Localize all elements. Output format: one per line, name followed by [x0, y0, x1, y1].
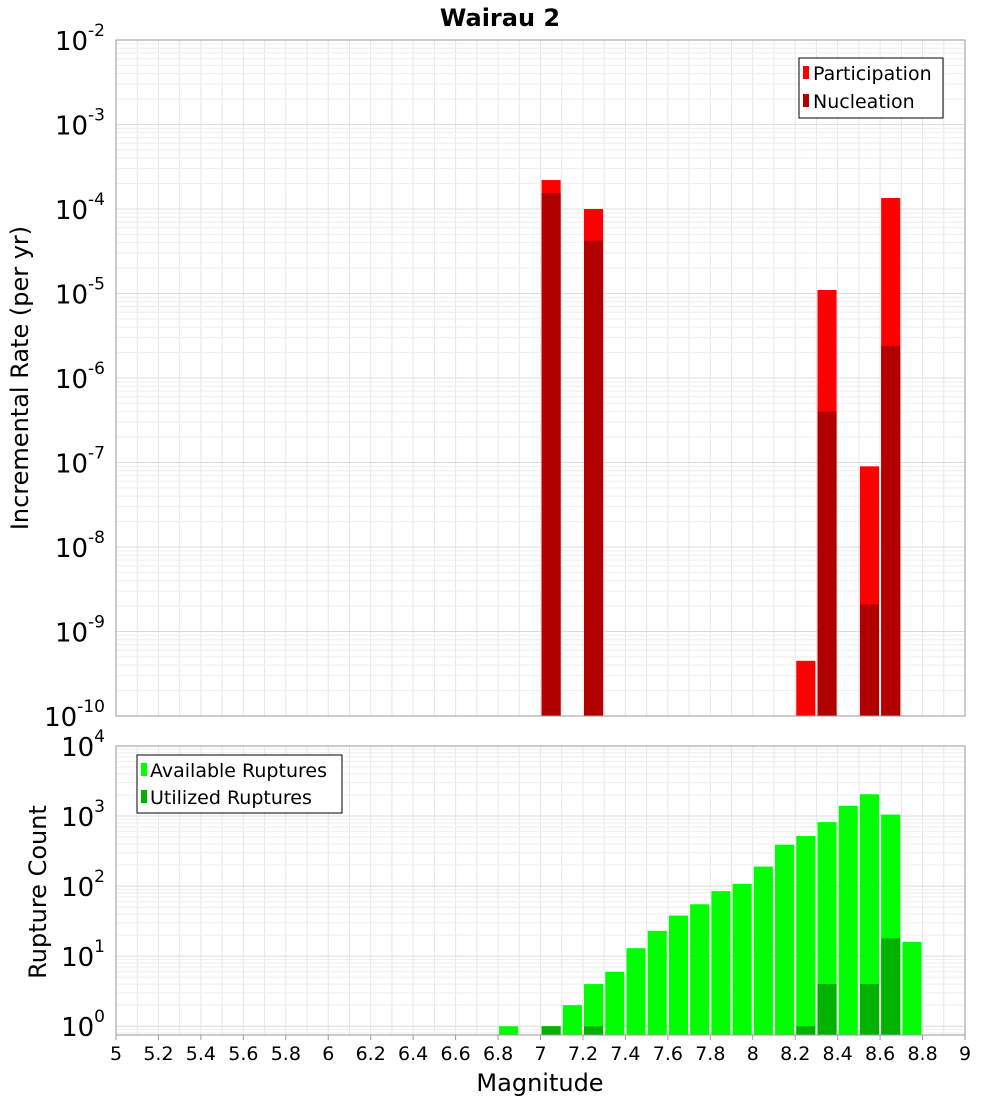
utilized-ruptures-bar [584, 1026, 604, 1035]
available-ruptures-bar [499, 1026, 519, 1035]
rate-legend: Participation Nucleation [798, 57, 944, 119]
x-tick-label: 7.6 [653, 1043, 683, 1065]
utilized-ruptures-legend-label: Utilized Ruptures [150, 787, 312, 809]
utilized-ruptures-legend-swatch [141, 790, 147, 803]
rate-y-tick-label: 10-6 [55, 359, 105, 395]
x-tick-label: 6 [322, 1043, 334, 1065]
utilized-ruptures-bar [541, 1026, 561, 1035]
available-ruptures-legend-label: Available Ruptures [150, 760, 327, 782]
rupture-count-legend: Available Ruptures Utilized Ruptures [136, 754, 343, 814]
rate-y-ticks: 10-10 10-9 10-8 10-7 10-6 10-5 10-4 10-3 10-2 [44, 21, 105, 733]
utilized-ruptures-bar [881, 938, 901, 1035]
x-tick-label: 5.2 [143, 1043, 173, 1065]
available-ruptures-bar [753, 866, 773, 1035]
available-ruptures-bar [584, 984, 604, 1035]
rate-plot-frame [115, 39, 966, 717]
participation-legend-label: Participation [813, 63, 932, 85]
nucleation-bar [881, 345, 901, 716]
x-tick-label: 6.6 [440, 1043, 470, 1065]
rate-grid [115, 39, 966, 717]
available-ruptures-bar [626, 948, 646, 1035]
available-ruptures-bar [838, 805, 858, 1035]
x-tick-label: 6.4 [398, 1043, 428, 1065]
x-tick-label: 7.8 [695, 1043, 725, 1065]
available-ruptures-bar [668, 915, 689, 1035]
available-ruptures-bar [690, 904, 710, 1035]
available-ruptures-bar [711, 891, 731, 1035]
rupture-count-legend-box [136, 754, 343, 814]
rupture-count-y-tick-label: 103 [61, 797, 105, 833]
x-tick-label: 8 [747, 1043, 759, 1065]
rate-bars [541, 180, 901, 716]
participation-legend-swatch [803, 66, 809, 79]
rate-y-tick-label: 10-2 [55, 21, 105, 57]
magnitude-x-ticks: 5 5.2 5.4 5.6 5.8 6 6.2 6.4 6.6 6.8 7 7.2 7.4 7.6 7.8 8… [110, 1035, 971, 1065]
x-tick-label: 8.2 [780, 1043, 810, 1065]
utilized-ruptures-bar [859, 984, 880, 1035]
x-tick-label: 5.4 [186, 1043, 216, 1065]
rupture-count-y-tick-label: 102 [61, 867, 105, 903]
x-tick-label: 8.4 [823, 1043, 853, 1065]
utilized-ruptures-bar [817, 984, 837, 1035]
rupture-count-y-ticks: 100 101 102 103 104 [61, 727, 105, 1043]
available-ruptures-bar [902, 941, 922, 1035]
available-ruptures-bar [605, 971, 625, 1035]
chart-title: Wairau 2 [440, 4, 560, 32]
x-tick-label: 5 [110, 1043, 122, 1065]
x-tick-label: 7 [534, 1043, 546, 1065]
rupture-count-panel: 100 101 102 103 104 5 5.2 5.4 5.6 5.8 6 6.2 6.4 6.6 6… [24, 727, 971, 1097]
rupture-count-bars [499, 794, 922, 1035]
rate-y-axis-label: Incremental Rate (per yr) [6, 226, 34, 530]
available-ruptures-bar [817, 822, 837, 1035]
rupture-count-y-tick-label: 104 [61, 727, 105, 763]
nucleation-bar [859, 604, 880, 716]
x-tick-label: 8.8 [907, 1043, 937, 1065]
rate-y-tick-label: 10-9 [55, 613, 105, 649]
available-ruptures-bar [796, 835, 816, 1035]
x-tick-label: 7.4 [610, 1043, 640, 1065]
available-ruptures-legend-swatch [141, 763, 147, 776]
x-tick-label: 7.2 [568, 1043, 598, 1065]
rate-y-tick-label: 10-4 [55, 190, 105, 226]
x-tick-label: 8.6 [865, 1043, 895, 1065]
available-ruptures-bar [562, 1005, 582, 1035]
nucleation-legend-label: Nucleation [813, 91, 915, 113]
nucleation-bar [584, 240, 604, 716]
rate-panel: 10-10 10-9 10-8 10-7 10-6 10-5 10-4 10-3 10-2 In… [6, 21, 966, 733]
x-tick-label: 9 [959, 1043, 971, 1065]
rupture-count-y-tick-label: 100 [61, 1007, 105, 1043]
available-ruptures-bar [732, 883, 752, 1035]
available-ruptures-bar [775, 844, 795, 1035]
available-ruptures-bar [647, 930, 667, 1035]
rate-y-tick-label: 10-5 [55, 275, 105, 311]
rate-y-tick-label: 10-7 [55, 444, 105, 480]
participation-bar [796, 660, 816, 716]
rupture-count-y-axis-label: Rupture Count [24, 805, 52, 979]
rate-y-tick-label: 10-3 [55, 106, 105, 142]
nucleation-legend-swatch [803, 94, 809, 107]
x-tick-label: 6.2 [356, 1043, 386, 1065]
rate-legend-box [798, 57, 944, 119]
utilized-ruptures-bar [796, 1026, 816, 1035]
x-tick-label: 6.8 [483, 1043, 513, 1065]
nucleation-bar [541, 192, 561, 716]
magnitude-x-axis-label: Magnitude [476, 1069, 603, 1097]
rupture-count-y-tick-label: 101 [61, 937, 105, 973]
x-tick-label: 5.8 [271, 1043, 301, 1065]
rate-y-tick-label: 10-8 [55, 528, 105, 564]
available-ruptures-bar [859, 794, 880, 1035]
x-tick-label: 5.6 [228, 1043, 258, 1065]
rate-y-tick-label: 10-10 [44, 697, 105, 733]
nucleation-bar [817, 411, 837, 716]
